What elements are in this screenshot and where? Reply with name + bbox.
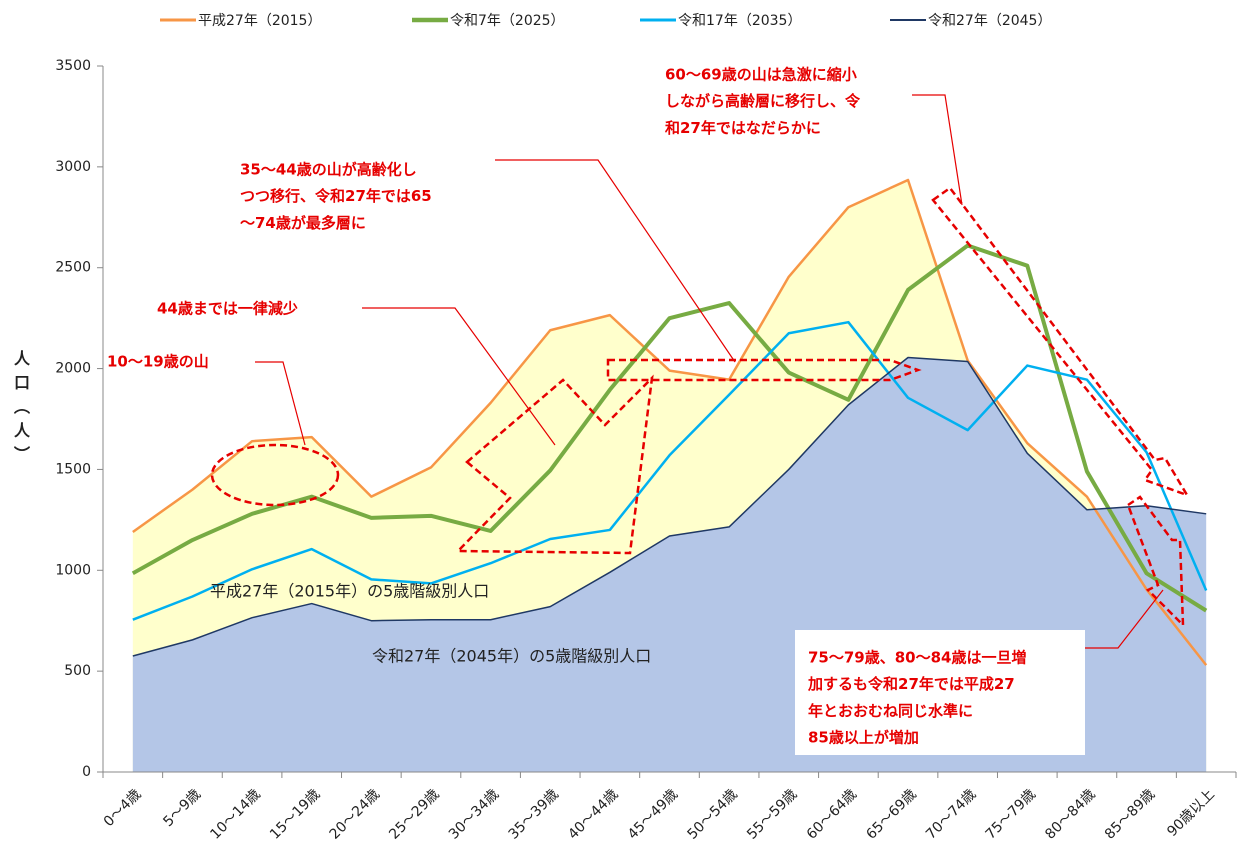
annotation: しながら高齢層に移行し、令 [665, 92, 861, 110]
leader-line [255, 361, 306, 446]
x-tick-label: 5〜9歳 [160, 786, 204, 830]
highlight [606, 358, 922, 382]
x-tick-label: 60〜64歳 [804, 786, 860, 842]
leader-line [1085, 589, 1164, 649]
y-tick-label: 2000 [55, 361, 91, 377]
series-line [131, 243, 1208, 613]
x-tick-label: 50〜54歳 [684, 786, 740, 842]
annotation: 和27年ではなだらかに [665, 119, 821, 137]
x-tick-label: 45〜49歳 [625, 786, 681, 842]
x-tick-label: 25〜29歳 [386, 786, 442, 842]
area-label: 平成27年（2015年）の5歳階級別人口 [210, 582, 489, 601]
leader-line [362, 307, 556, 446]
y-tick-label: 1000 [55, 562, 91, 578]
y-tick-label: 3500 [55, 58, 91, 74]
y-tick-label: 2500 [55, 260, 91, 276]
x-tick-label: 55〜59歳 [744, 786, 800, 842]
annotation-box [655, 62, 915, 142]
annotation: 85歳以上が増加 [808, 729, 919, 747]
annotation: 年とおおむね同じ水準に [808, 702, 973, 720]
x-tick-label: 35〜39歳 [506, 786, 562, 842]
annotation: 35〜44歳の山が高齢化し [240, 161, 417, 179]
legend-label: 令和27年（2045） [928, 13, 1051, 29]
x-tick-label: 30〜34歳 [446, 786, 502, 842]
series-line [132, 356, 1207, 657]
x-tick-label: 65〜69歳 [863, 786, 919, 842]
legend-label: 平成27年（2015） [198, 13, 321, 29]
highlight [931, 186, 1190, 498]
series-line [132, 320, 1208, 621]
annotation: 75〜79歳、80〜84歳は一旦増 [808, 649, 1027, 667]
x-tick-label: 80〜84歳 [1042, 786, 1098, 842]
highlight [1126, 495, 1185, 629]
y-tick-label: 1500 [55, 461, 91, 477]
x-tick-label: 85〜89歳 [1102, 786, 1158, 842]
annotation: 44歳までは一律減少 [157, 300, 298, 318]
annotation: 加するも令和27年では平成27 [807, 675, 1015, 693]
x-tick-label: 10〜14歳 [207, 786, 263, 842]
x-tick-label: 75〜79歳 [983, 786, 1039, 842]
x-tick-label: 40〜44歳 [565, 786, 621, 842]
y-tick-label: 500 [64, 663, 91, 679]
x-tick-label: 0〜4歳 [101, 786, 145, 830]
annotation: 10〜19歳の山 [107, 353, 209, 371]
y-tick-label: 3000 [55, 159, 91, 175]
x-tick-label: 20〜24歳 [327, 786, 383, 842]
highlight [210, 443, 340, 507]
x-tick-label: 90歳以上 [1164, 786, 1218, 840]
y-axis-label: 人口（人） [11, 350, 30, 470]
leader-line [495, 159, 736, 363]
x-tick-label: 70〜74歳 [923, 786, 979, 842]
annotation: 〜74歳が最多層に [240, 214, 366, 232]
legend-label: 令和7年（2025） [450, 13, 565, 29]
annotation-box [795, 630, 1085, 755]
annotation: 60〜69歳の山は急激に縮小 [665, 66, 857, 84]
series-line [132, 178, 1208, 666]
area-label: 令和27年（2045年）の5歳階級別人口 [372, 647, 651, 666]
y-tick-label: 0 [82, 764, 91, 780]
legend-label: 令和17年（2035） [678, 13, 801, 29]
leader-line [912, 94, 963, 206]
x-tick-label: 15〜19歳 [267, 786, 323, 842]
highlight [455, 374, 654, 555]
annotation: つつ移行、令和27年では65 [240, 187, 432, 205]
